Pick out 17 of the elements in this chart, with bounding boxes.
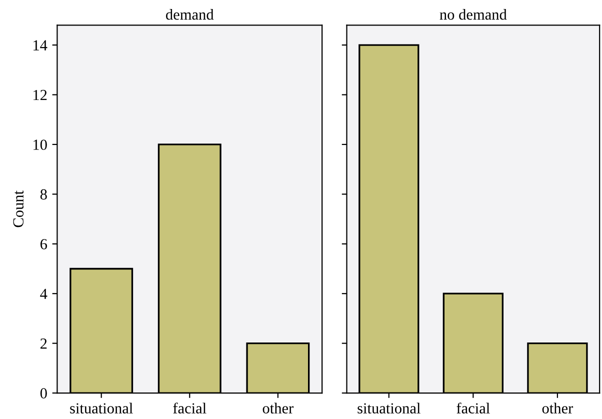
y-tick-label: 10 xyxy=(34,140,47,150)
y-tick-label: 14 xyxy=(34,40,48,50)
x-tick-label: other xyxy=(262,402,294,414)
y-tick-label: 4 xyxy=(40,288,48,299)
x-tick-label: facial xyxy=(456,402,490,414)
chart-title: no demand xyxy=(440,8,507,20)
x-tick-label: situational xyxy=(358,402,420,414)
y-axis-title: Count xyxy=(13,190,24,228)
y-tick-label: 12 xyxy=(34,90,47,100)
y-tick-label: 8 xyxy=(40,189,47,200)
y-tick-label: 0 xyxy=(40,388,47,398)
y-tick-label: 2 xyxy=(40,338,47,349)
y-tick-label: 6 xyxy=(40,239,48,250)
x-tick-label: situational xyxy=(70,402,133,414)
x-tick-label: facial xyxy=(173,402,206,414)
chart-title: demand xyxy=(166,8,214,20)
x-tick-label: other xyxy=(542,402,574,414)
